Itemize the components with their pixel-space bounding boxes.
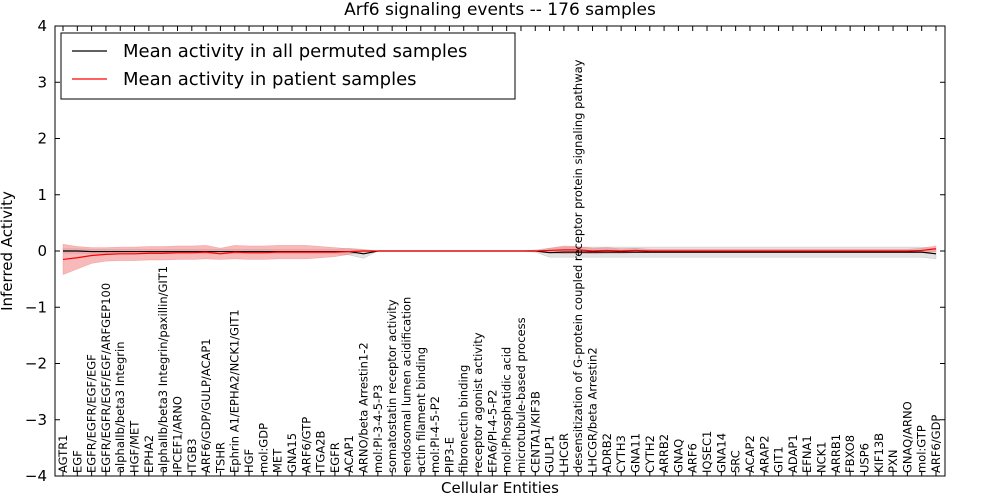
x-tick-label: FBXO8: [843, 435, 857, 473]
legend: Mean activity in all permuted samples Me…: [60, 32, 516, 100]
y-tick-label: −2: [25, 355, 47, 373]
y-tick-label: 2: [37, 130, 47, 148]
x-tick-label: endosomal lumen acidification: [399, 297, 413, 473]
x-tick-label: ARF6/GDP/GULP/ACAP1: [199, 338, 213, 473]
x-axis-label: Cellular Entities: [441, 479, 559, 497]
x-tick-label: GIT1: [772, 446, 786, 473]
series-lines: [62, 248, 937, 261]
confidence-bands: [62, 243, 937, 275]
y-tick-label: 3: [37, 73, 47, 91]
x-tick-label: HGF/MET: [128, 420, 142, 473]
x-tick-label: ARNO/beta Arrestin1-2: [357, 342, 371, 473]
x-tick-label: ARRB1: [829, 434, 843, 473]
x-tick-label: mol:GTP: [915, 425, 929, 473]
x-tick-label: KIF13B: [872, 433, 886, 473]
x-tick-label: HGF: [242, 449, 256, 473]
x-tick-label: microtubule-based process: [514, 317, 528, 473]
x-tick-label: ACAP1: [342, 435, 356, 473]
x-tick-label: EPHA2: [142, 435, 156, 473]
legend-label-patient: Mean activity in patient samples: [123, 69, 417, 90]
y-tick-label: 0: [37, 242, 47, 260]
x-tick-label: mol:GDP: [256, 423, 270, 473]
chart-title: Arf6 signaling events -- 176 samples: [344, 0, 656, 20]
x-tick-label: CYTH3: [614, 435, 628, 473]
x-tick-label: ADRB2: [600, 433, 614, 473]
x-tick-label: SRC: [729, 450, 743, 473]
x-tick-label: TSHR: [213, 442, 227, 474]
y-tick-label: −3: [25, 411, 47, 429]
x-tick-label: USP6: [857, 443, 871, 473]
x-tick-label: GNAQ: [671, 439, 685, 473]
x-tick-label: ARF6/GDP: [929, 415, 943, 473]
x-tick-label: AGTR1: [56, 435, 70, 474]
x-tick-label: Ephrin A1/EPHA2/NCK1/GIT1: [228, 309, 242, 473]
x-tick-label: mol:PI-4-5-P2: [428, 396, 442, 473]
x-tick-label: EGFR/EGFR/EGF/EGF: [85, 354, 99, 473]
x-tick-label: GNA11: [628, 433, 642, 473]
y-tick-label: −4: [25, 467, 47, 485]
x-tick-label: alphaIIb/beta3 Integrin: [113, 341, 127, 473]
x-tick-label: ITGA2B: [314, 430, 328, 473]
x-tick-label: EFA6/PI-4-5-P2: [485, 389, 499, 473]
x-tick-label: EFNA1: [800, 435, 814, 473]
x-tick-label: EGF: [70, 450, 84, 473]
x-tick-label: PXN: [886, 450, 900, 473]
x-tick-label: CENTA1/KIF3B: [528, 391, 542, 473]
x-tick-label: GULP1: [543, 435, 557, 473]
x-tick-label: CYTH2: [643, 435, 657, 473]
x-tick-label: mol:PI-3-4-5-P3: [371, 385, 385, 473]
x-tick-label: ARRB2: [657, 434, 671, 473]
x-tick-label: somatostatin receptor activity: [385, 299, 399, 473]
x-tick-label: ARF6/GTP: [299, 417, 313, 473]
x-tick-label: fibronectin binding: [457, 365, 471, 473]
x-tick-label: GNAQ/ARNO: [900, 401, 914, 473]
y-axis: 4 3 2 1 0 −1 −2 −3 −4: [25, 17, 945, 485]
patient-series-line: [62, 248, 937, 261]
x-tick-label: LHCGR: [557, 433, 571, 473]
y-axis-label: Inferred Activity: [0, 191, 16, 311]
legend-box: [60, 32, 516, 100]
x-tick-label: GNA15: [285, 433, 299, 473]
x-tick-label: alphaIIb/beta3 Integrin/paxillin/GIT1: [156, 266, 170, 473]
x-tick-label: EGFR: [328, 442, 342, 473]
x-tick-label: ITGB3: [185, 438, 199, 473]
x-tick-label: NCK1: [815, 442, 829, 474]
x-tick-label: ARAP2: [757, 435, 771, 473]
x-tick-label: ADAP1: [786, 434, 800, 473]
x-tick-label: LHCGR/beta Arrestin2: [586, 347, 600, 473]
x-axis: AGTR1 EGF EGFR/EGFR/EGF/EGF EGFR/EGFR/EGF/E…: [56, 26, 943, 476]
x-tick-label: IQSEC1: [700, 431, 714, 473]
x-tick-label: ACAP2: [743, 435, 757, 473]
y-tick-label: −1: [25, 298, 47, 316]
y-tick-label: 1: [37, 186, 47, 204]
x-tick-label: EGFR/EGFR/EGF/EGF/ARFGEP100: [99, 283, 113, 473]
x-tick-label: IPCEF1/ARNO: [170, 396, 184, 473]
legend-label-permuted: Mean activity in all permuted samples: [123, 41, 467, 62]
x-tick-label: MET: [271, 448, 285, 473]
x-tick-label: receptor agonist activity: [471, 332, 485, 473]
x-tick-label: GNA14: [714, 433, 728, 473]
x-tick-label: ARF6: [686, 443, 700, 473]
y-tick-label: 4: [37, 17, 47, 35]
x-tick-label: PIP3-E: [442, 437, 456, 473]
x-tick-label: actin filament binding: [414, 347, 428, 473]
x-tick-label: mol:Phosphatidic acid: [500, 347, 514, 473]
x-tick-label: desensitization of G-protein coupled rec…: [571, 59, 585, 473]
